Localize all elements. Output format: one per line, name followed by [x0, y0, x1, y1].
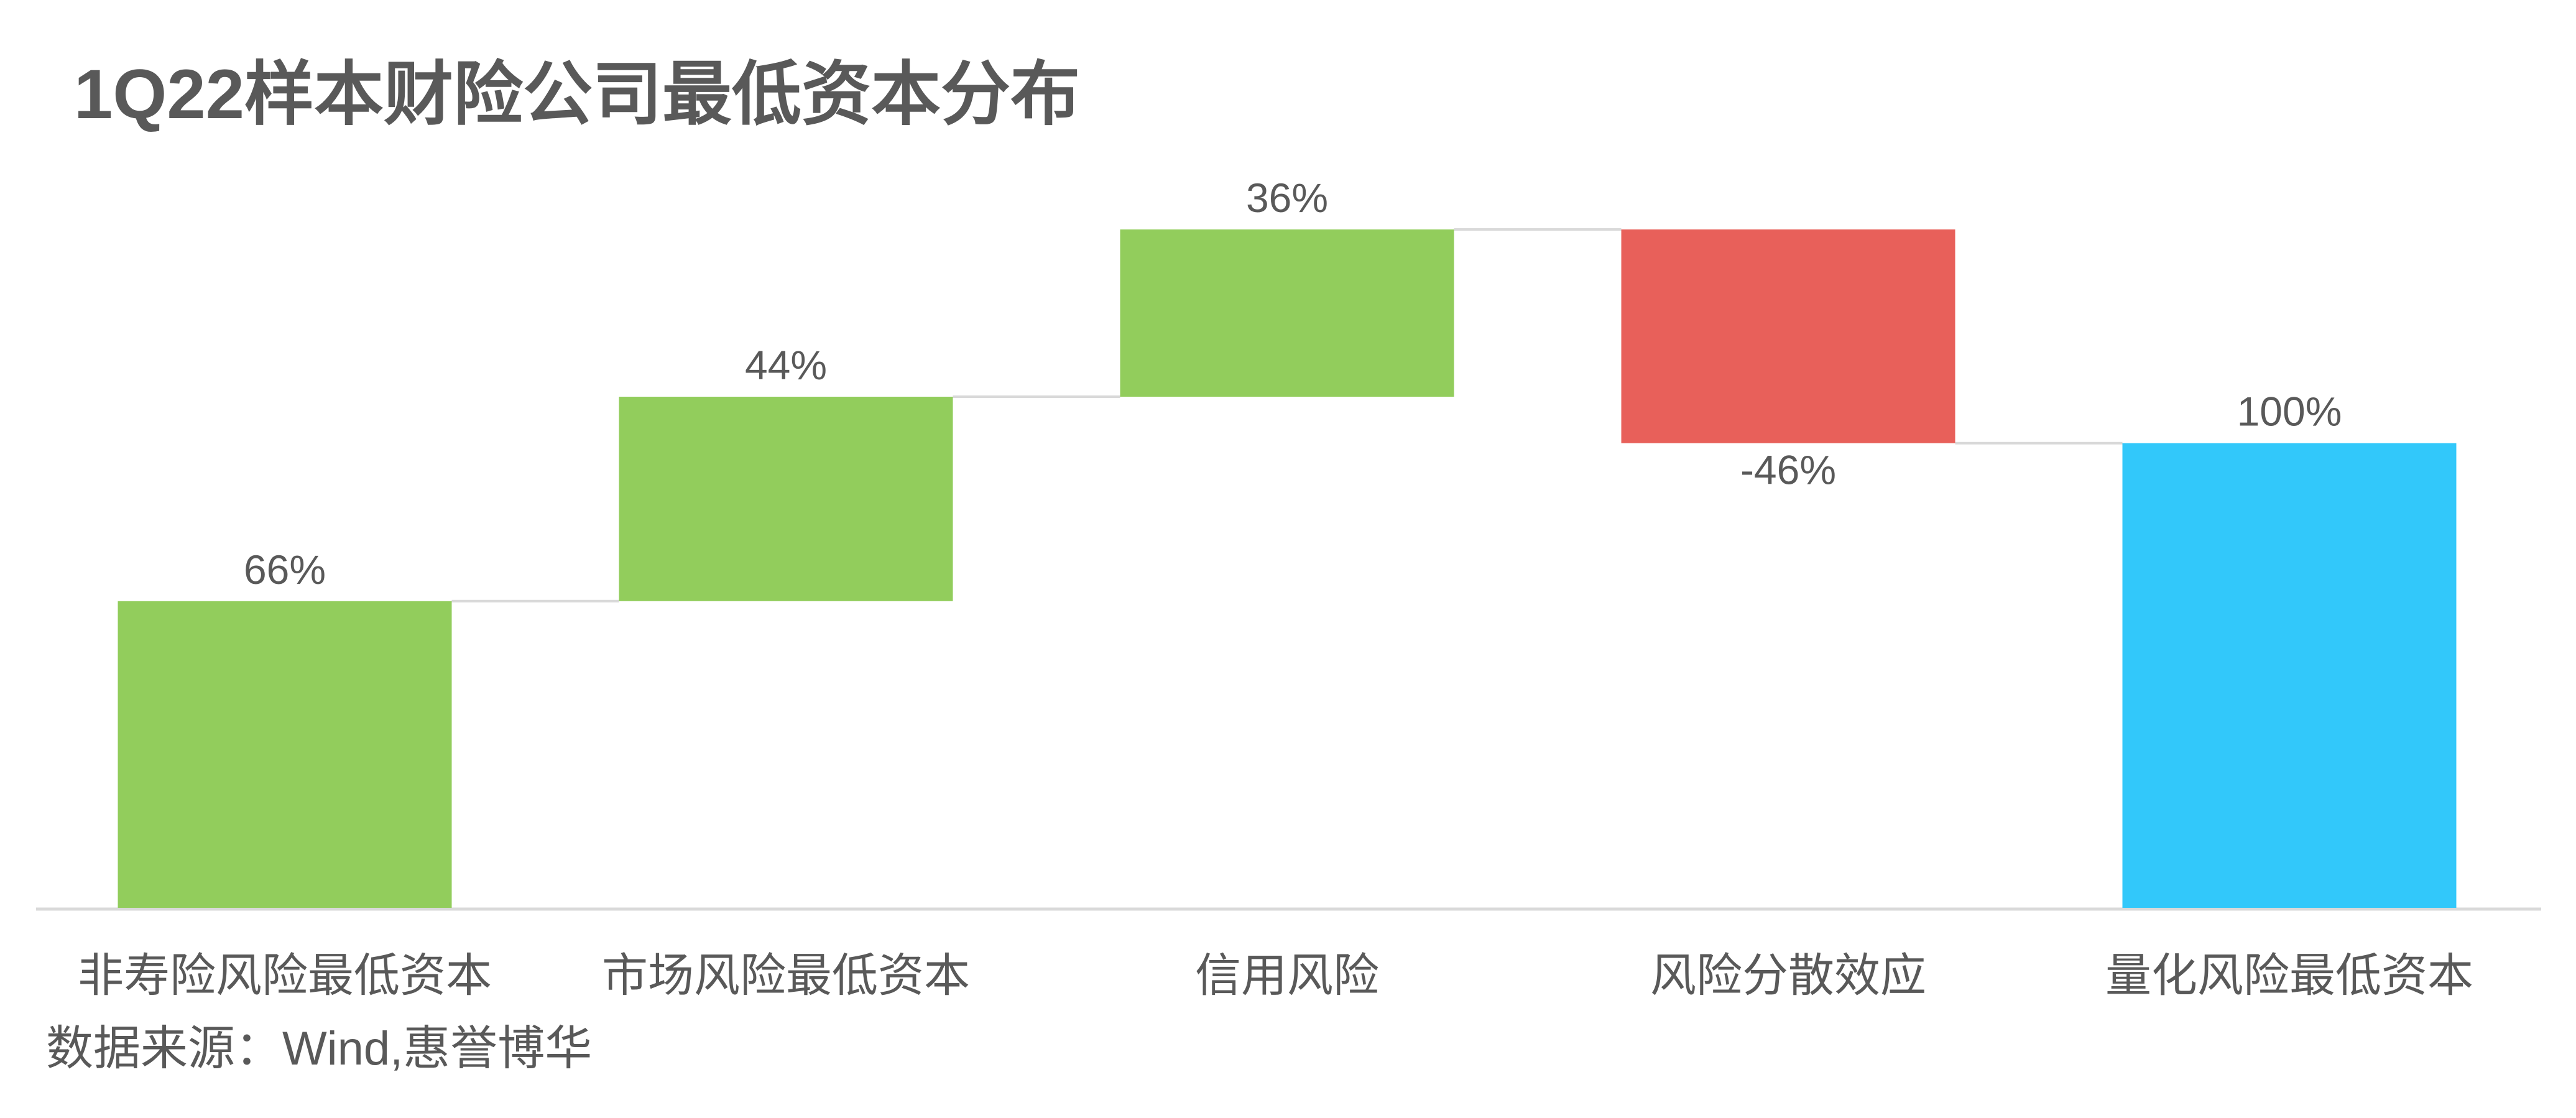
bar [1621, 229, 1955, 443]
source-note: 数据来源：Wind,惠誉博华 [46, 1022, 592, 1075]
data-label: -46% [1740, 447, 1836, 493]
data-label: 44% [745, 342, 827, 388]
bar [118, 601, 452, 908]
x-tick-label: 市场风险最低资本 [602, 949, 970, 1001]
data-label: 36% [1246, 175, 1328, 221]
chart-title: 1Q22样本财险公司最低资本分布 [74, 55, 1080, 133]
bar [2122, 443, 2457, 908]
x-tick-label: 非寿险风险最低资本 [78, 949, 492, 1001]
x-tick-label: 风险分散效应 [1650, 949, 1926, 1001]
x-tick-label: 量化风险最低资本 [2105, 949, 2473, 1001]
bar [619, 397, 953, 601]
bar [1120, 229, 1454, 397]
data-label: 66% [244, 547, 326, 593]
data-label: 100% [2237, 389, 2342, 435]
x-tick-label: 信用风险 [1195, 949, 1379, 1001]
